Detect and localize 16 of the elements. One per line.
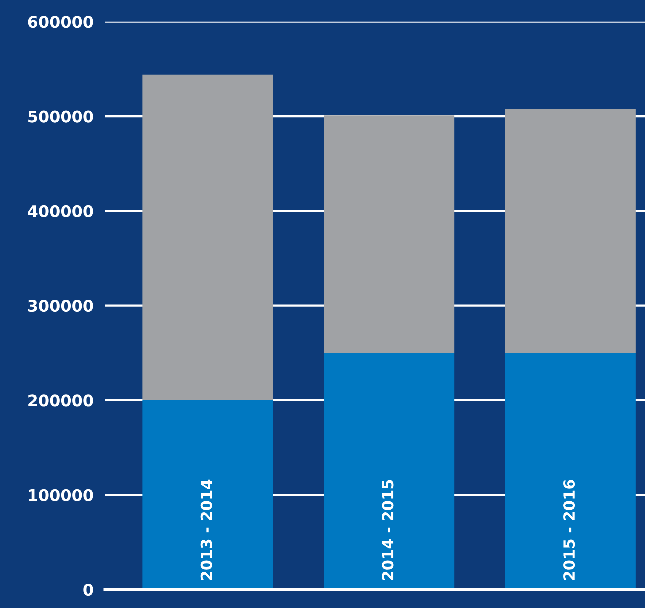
y-tick-label: 600000 [28,16,94,28]
y-tick-label: 400000 [28,205,94,218]
y-tick-label: 100000 [29,489,94,502]
x-tick-label: 2013 - 2014 [200,480,212,580]
bar [324,116,455,354]
y-tick-label: 0 [84,584,94,596]
y-tick-label: 300000 [28,300,94,312]
y-tick-label: 200000 [28,394,94,407]
bar [324,353,455,590]
bar [142,400,274,590]
bar [505,353,636,590]
y-tick-label: 500000 [28,110,94,123]
bar [505,108,636,354]
bar [142,74,274,400]
x-tick-label: 2014 - 2015 [382,480,394,580]
x-tick-label: 2015 - 2016 [564,480,576,580]
